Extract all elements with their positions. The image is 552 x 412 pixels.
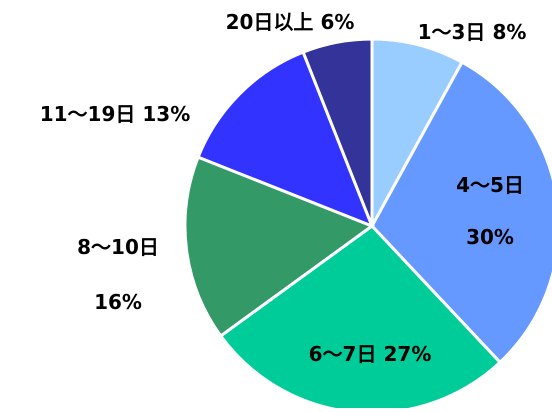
pie-slice — [301, 37, 374, 227]
pie-slice — [196, 50, 375, 229]
value-label: 16% — [94, 290, 142, 314]
pie-slice — [183, 155, 376, 339]
category-label: 11〜19日 — [40, 102, 136, 126]
slice-label: 4〜5日 30% — [456, 173, 524, 249]
value-label: 30% — [466, 225, 514, 249]
category-label: 6〜7日 — [309, 342, 377, 366]
slice-label: 1〜3日 8% — [418, 20, 527, 44]
slice-label: 6〜7日 27% — [309, 342, 432, 366]
category-label: 8〜10日 — [77, 235, 159, 259]
category-label: 1〜3日 — [418, 20, 486, 44]
value-label: 8% — [492, 20, 526, 44]
slice-label: 20日以上 6% — [226, 10, 355, 34]
category-label: 4〜5日 — [456, 173, 524, 197]
pie-slice — [218, 224, 503, 412]
slice-label: 8〜10日 16% — [77, 235, 159, 314]
value-label: 27% — [383, 342, 431, 366]
pie-slice — [370, 37, 465, 227]
value-label: 13% — [142, 102, 190, 126]
category-label: 20日以上 — [226, 10, 314, 34]
value-label: 6% — [320, 10, 354, 34]
pie-slice — [370, 60, 552, 365]
slice-label: 11〜19日 13% — [40, 102, 191, 126]
